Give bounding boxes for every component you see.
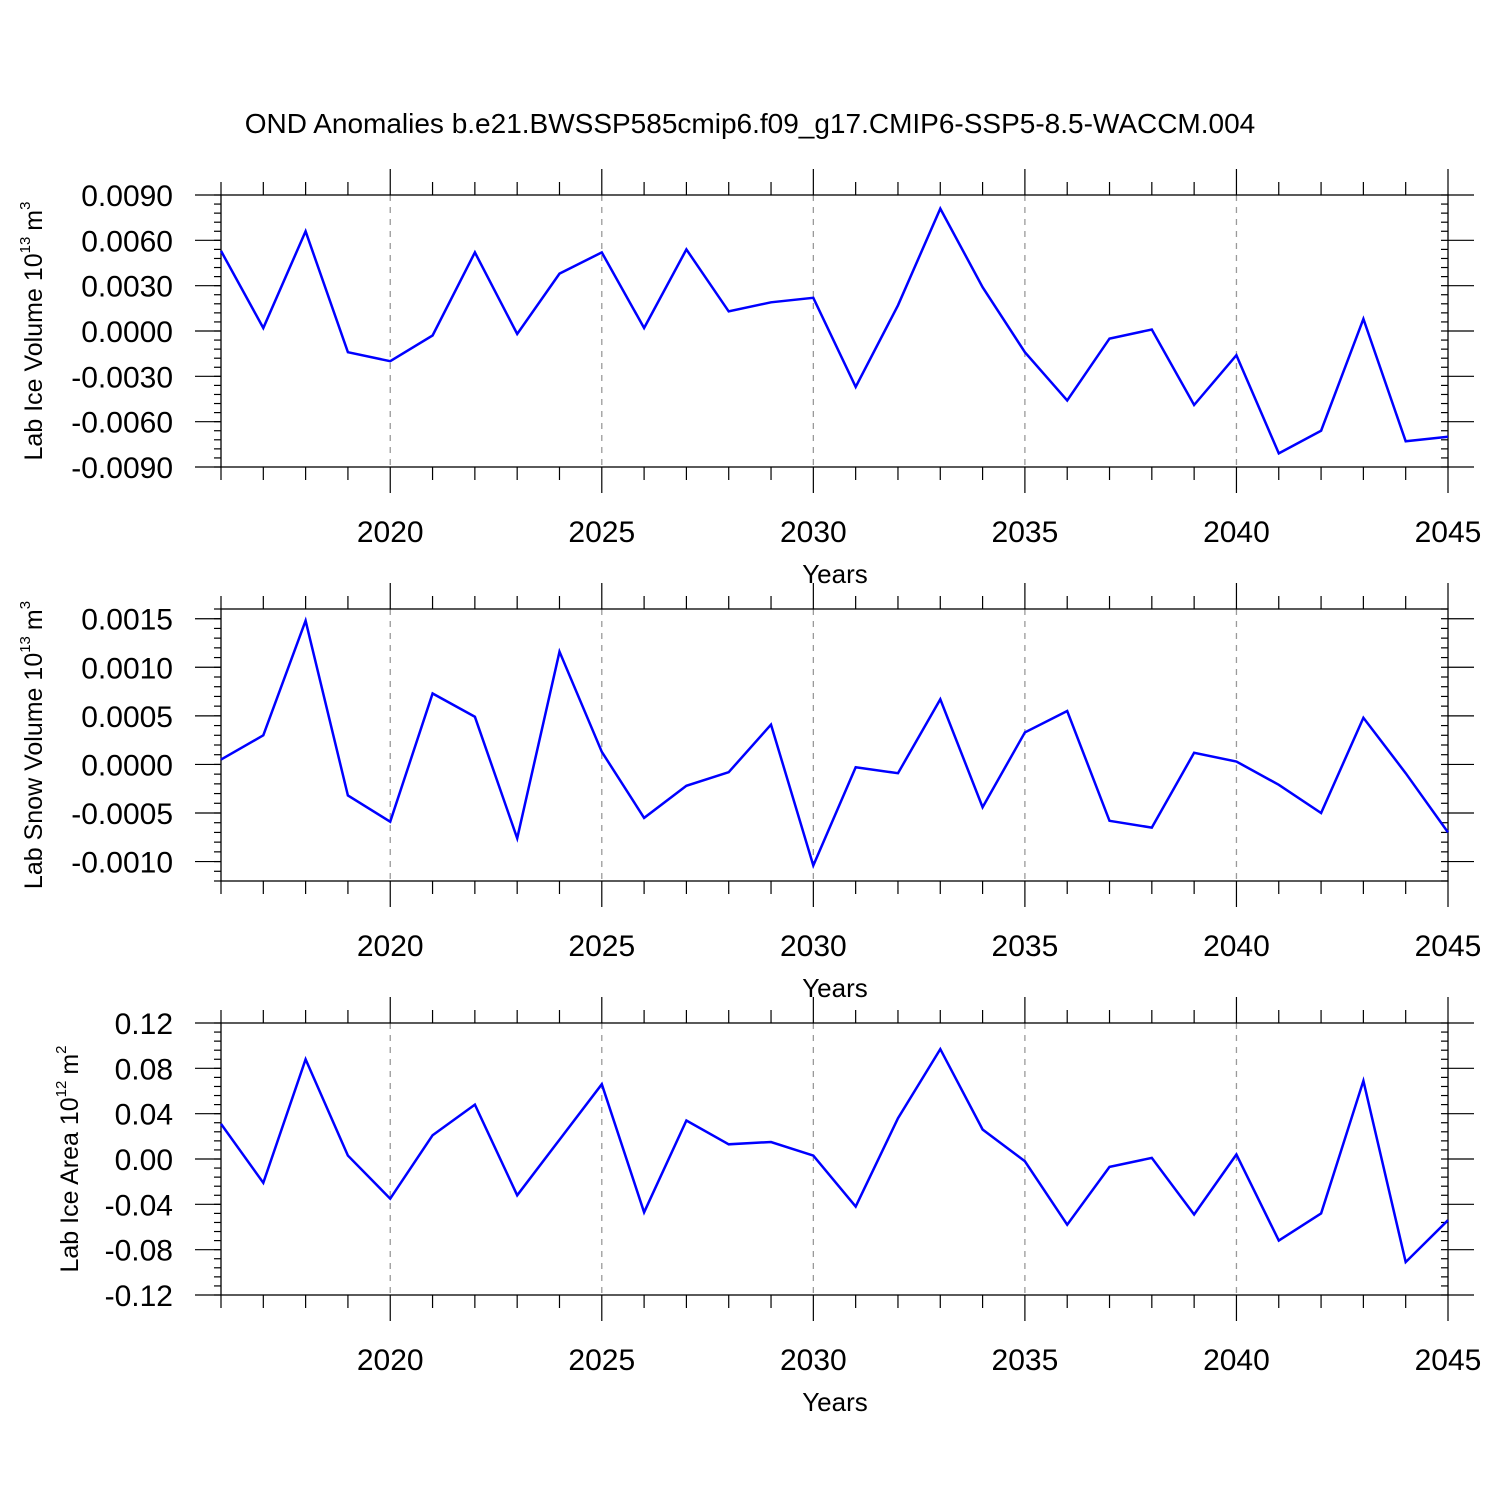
x-tick-label-2020: 2020 xyxy=(357,1344,424,1377)
plot-frame xyxy=(220,608,1449,882)
y-tick-label: -0.04 xyxy=(105,1189,173,1222)
y-tick-label: -0.0060 xyxy=(71,407,173,440)
y-tick-label: -0.0030 xyxy=(71,361,173,394)
x-tick-label-2040: 2040 xyxy=(1203,1344,1270,1377)
x-tick-label-2045: 2045 xyxy=(1415,516,1482,549)
x-tick-label-2035: 2035 xyxy=(992,516,1059,549)
y-tick-label: 0.0010 xyxy=(81,652,173,685)
y-tick-label: 0.0030 xyxy=(81,271,173,304)
x-tick-label-2035: 2035 xyxy=(992,930,1059,963)
y-tick-label: -0.0090 xyxy=(71,452,173,485)
y-tick-label: 0.0060 xyxy=(81,225,173,258)
figure-title: OND Anomalies b.e21.BWSSP585cmip6.f09_g1… xyxy=(245,108,1256,139)
y-tick-label: 0.0090 xyxy=(81,180,173,213)
series-line xyxy=(220,616,1450,870)
x-tick-label-2025: 2025 xyxy=(568,930,635,963)
panel-3: 0.12 0.08 0.04 0.00 -0.04 -0.08 -0.12 2020 2025 2… xyxy=(53,997,1481,1417)
y-axis-label: Lab Ice Area 1012m2 xyxy=(53,1046,84,1273)
plot-frame xyxy=(220,1022,1449,1296)
x-tick-label-2045: 2045 xyxy=(1415,930,1482,963)
y-tick-label: 0.0000 xyxy=(81,316,173,349)
panel-1: 0.0090 0.0060 0.0030 0.0000 -0.0030 -0.0060 -0… xyxy=(17,169,1481,589)
x-axis-label: Years xyxy=(802,1387,868,1417)
x-tick-label-2030: 2030 xyxy=(780,516,847,549)
y-tick-label: 0.12 xyxy=(115,1008,173,1041)
y-tick-label: -0.0010 xyxy=(71,847,173,880)
x-tick-label-2035: 2035 xyxy=(992,1344,1059,1377)
x-tick-label-2040: 2040 xyxy=(1203,930,1270,963)
x-axis-label: Years xyxy=(802,973,868,1003)
series-line xyxy=(219,1046,1449,1265)
y-tick-label: 0.04 xyxy=(115,1099,173,1132)
y-tick-label: -0.12 xyxy=(105,1280,173,1313)
x-tick-label-2025: 2025 xyxy=(568,1344,635,1377)
y-axis-label: Lab Snow Volume 1013m3 xyxy=(17,601,48,889)
y-tick-label: 0.0000 xyxy=(81,749,173,782)
x-axis-label: Years xyxy=(802,559,868,589)
y-tick-label: 0.08 xyxy=(115,1053,173,1086)
x-tick-label-2045: 2045 xyxy=(1415,1344,1482,1377)
y-tick-label: -0.08 xyxy=(105,1235,173,1268)
y-tick-label: -0.0005 xyxy=(71,798,173,831)
x-tick-label-2040: 2040 xyxy=(1203,516,1270,549)
panels: 0.0090 0.0060 0.0030 0.0000 -0.0030 -0.0060 -0… xyxy=(17,169,1481,1417)
x-tick-label-2025: 2025 xyxy=(568,516,635,549)
series-line xyxy=(219,205,1449,456)
x-tick-label-2030: 2030 xyxy=(780,930,847,963)
y-axis-label: Lab Ice Volume 1013m3 xyxy=(17,202,48,461)
plot-frame xyxy=(220,194,1449,468)
y-tick-label: 0.0015 xyxy=(81,604,173,637)
x-tick-label-2020: 2020 xyxy=(357,516,424,549)
panel-2: 0.0015 0.0010 0.0005 0.0000 -0.0005 -0.0010 20… xyxy=(17,583,1481,1003)
y-tick-label: 0.00 xyxy=(115,1144,173,1177)
y-tick-label: 0.0005 xyxy=(81,701,173,734)
x-tick-label-2030: 2030 xyxy=(780,1344,847,1377)
x-tick-label-2020: 2020 xyxy=(357,930,424,963)
